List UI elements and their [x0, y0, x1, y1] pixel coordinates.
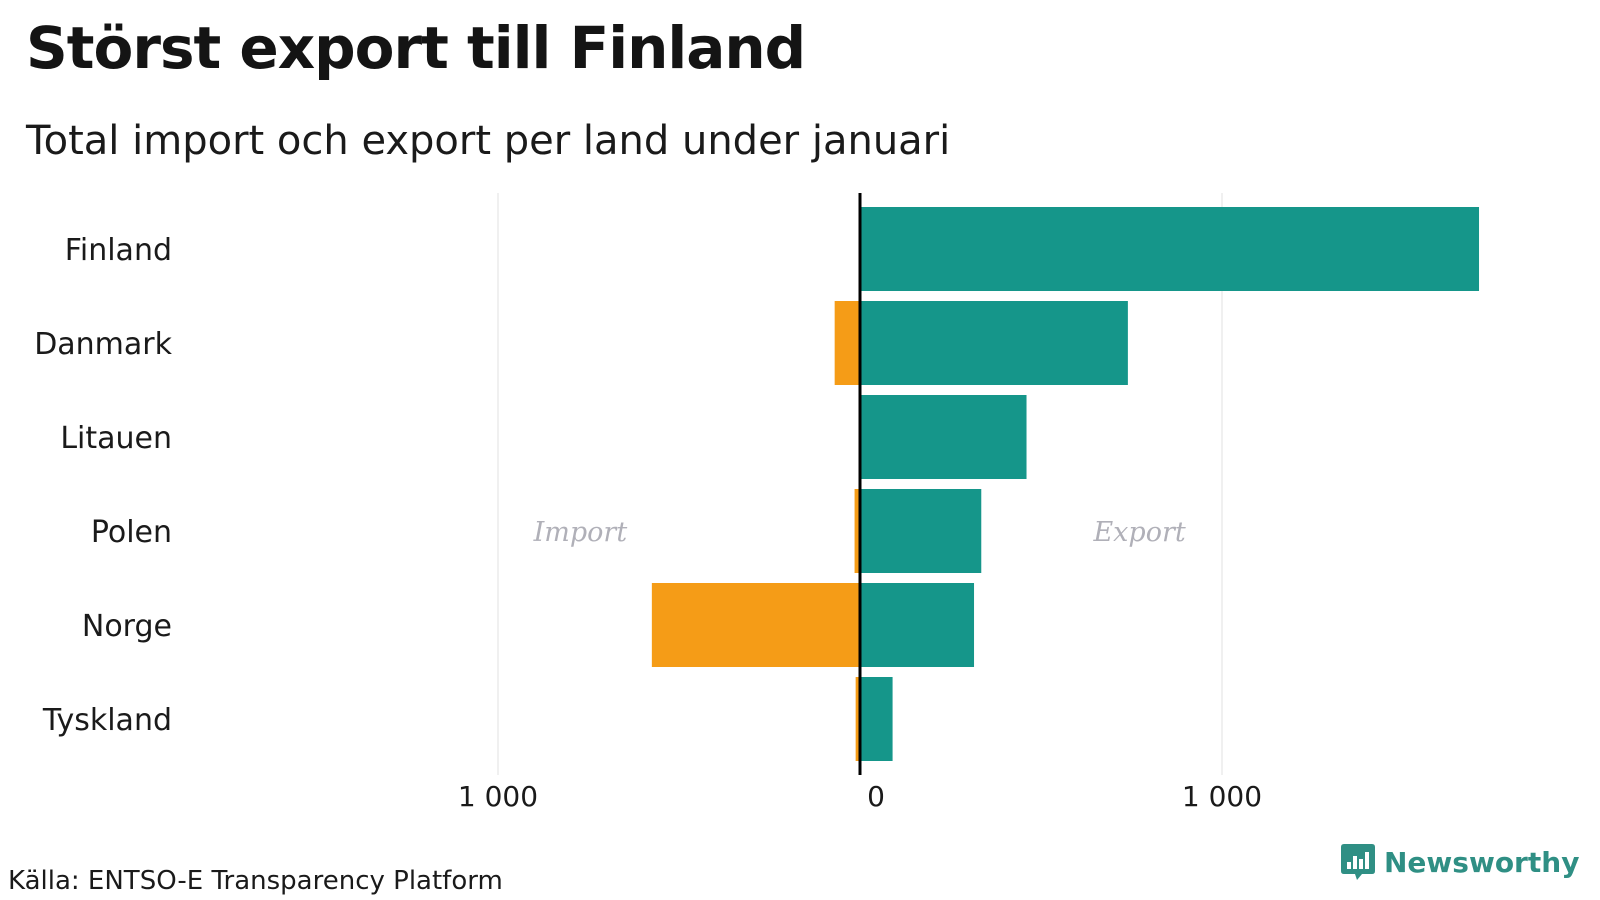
chart-subtitle: Total import och export per land under j…: [26, 118, 951, 164]
x-tick-label: 1 000: [1182, 780, 1262, 813]
export-bar-danmark: [860, 301, 1128, 385]
bars: [651, 193, 1480, 775]
newsworthy-logo-icon: [1341, 844, 1375, 880]
category-label-danmark: Danmark: [34, 327, 172, 362]
export-bar-norge: [860, 583, 975, 667]
annotation-export: Export: [1092, 517, 1185, 548]
import-bar-tyskland: [855, 677, 860, 761]
x-tick-label: 1 000: [458, 780, 538, 813]
category-label-litauen: Litauen: [60, 421, 172, 456]
export-bar-tyskland: [860, 677, 893, 761]
labels: Finland Danmark Litauen Polen Norge Tyskland 1…: [34, 233, 1262, 813]
annotation-import: Import: [533, 517, 628, 548]
brand-logo[interactable]: Newsworthy: [1340, 842, 1579, 882]
bar-chart: Finland Danmark Litauen Polen Norge Tyskland 1…: [34, 193, 1480, 813]
chart-title: Störst export till Finland: [26, 14, 806, 82]
brand-name: Newsworthy: [1384, 845, 1580, 879]
import-bar-norge: [651, 583, 860, 667]
source-note: Källa: ENTSO-E Transparency Platform: [8, 866, 503, 896]
import-bar-polen: [854, 489, 860, 573]
x-tick-label: 0: [867, 780, 885, 813]
category-label-norge: Norge: [82, 609, 172, 644]
export-bar-polen: [860, 489, 982, 573]
category-label-tyskland: Tyskland: [42, 703, 172, 738]
category-label-polen: Polen: [91, 515, 172, 550]
import-bar-danmark: [834, 301, 860, 385]
export-bar-litauen: [860, 395, 1027, 479]
export-bar-finland: [860, 207, 1480, 291]
category-label-finland: Finland: [65, 233, 172, 268]
